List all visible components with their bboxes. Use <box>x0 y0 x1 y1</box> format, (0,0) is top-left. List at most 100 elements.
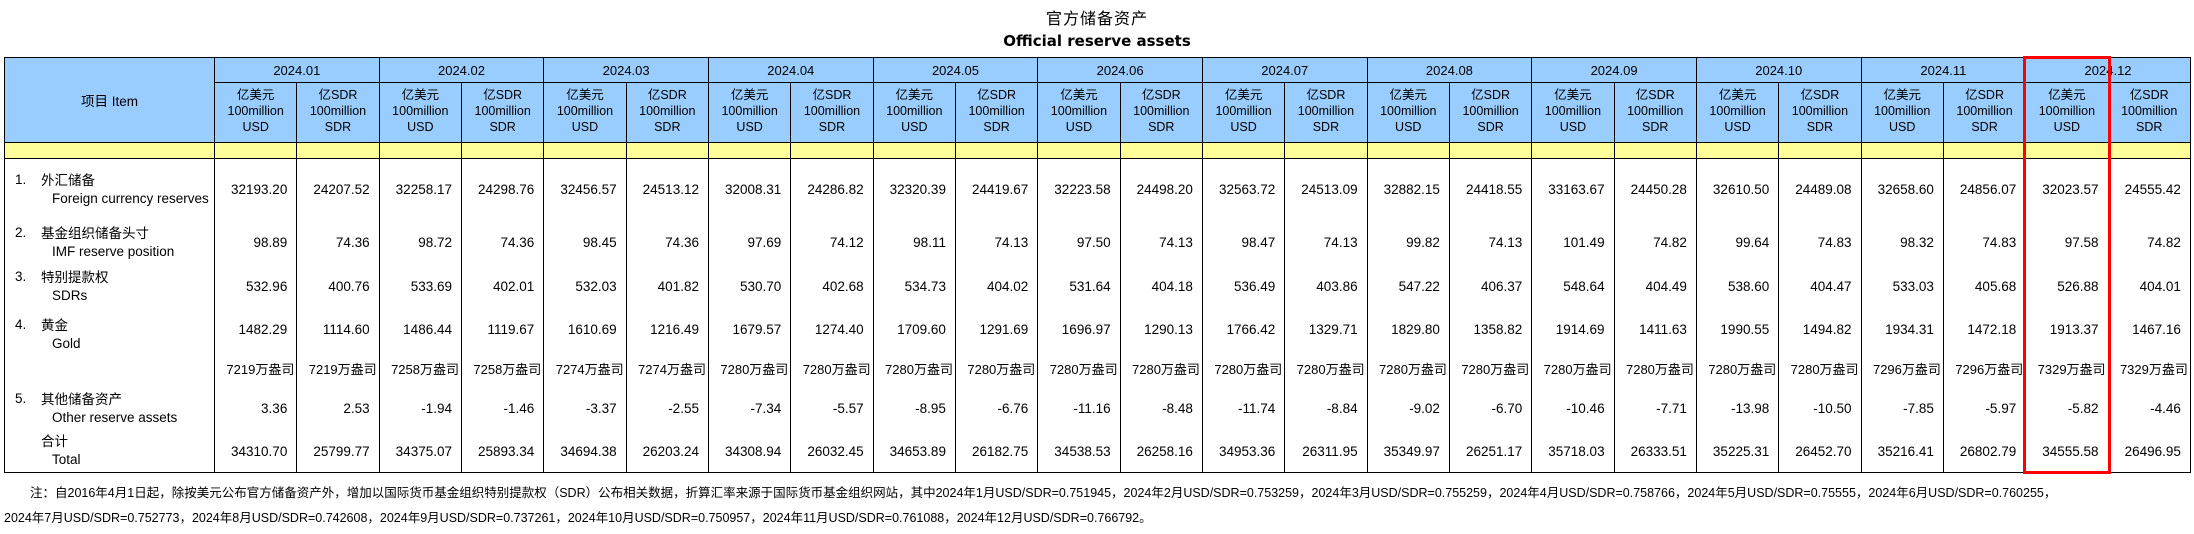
unit-cell-m11-usd: 亿美元 100million USD <box>1860 82 1944 143</box>
cell-gold-oz-m12-sdr: 7329万盎司 <box>2107 350 2191 387</box>
cell-imf-reserve-position-m3-sdr: 74.36 <box>625 220 709 265</box>
unit-cell-m7-usd: 亿美元 100million USD <box>1201 82 1286 143</box>
row-foreign-currency-reserves: 1. 外汇储备 Foreign currency reserves 32193.20 2… <box>4 158 2191 221</box>
cell-gold-oz-m6-usd: 7280万盎司 <box>1037 350 1121 387</box>
cell-total-m11-usd: 35216.41 <box>1860 430 1944 473</box>
cell-total-m11-sdr: 26802.79 <box>1942 430 2027 473</box>
cell-imf-reserve-position-m9-usd: 101.49 <box>1531 220 1615 265</box>
band-cell <box>2025 142 2109 159</box>
month-header-2024.10: 2024.10 <box>1695 57 1862 83</box>
cell-gold-m7-sdr: 1329.71 <box>1284 308 1368 351</box>
band-cell <box>378 142 462 159</box>
cell-sdrs-m7-sdr: 403.86 <box>1284 264 1368 309</box>
cell-imf-reserve-position-m5-sdr: 74.13 <box>954 220 1039 265</box>
cell-foreign-currency-reserves-m6-sdr: 24498.20 <box>1119 158 1203 221</box>
cell-other-reserve-assets-m3-sdr: -2.55 <box>625 386 709 431</box>
cell-sdrs-m5-usd: 534.73 <box>872 264 956 309</box>
cell-gold-m6-usd: 1696.97 <box>1037 308 1121 351</box>
cell-gold-m7-usd: 1766.42 <box>1201 308 1286 351</box>
cell-other-reserve-assets-m4-sdr: -5.57 <box>790 386 874 431</box>
cell-gold-m5-sdr: 1291.69 <box>954 308 1039 351</box>
unit-cell-m1-sdr: 亿SDR 100million SDR <box>296 82 380 143</box>
band-cell <box>543 142 627 159</box>
unit-header-row: 亿美元 100million USD 亿SDR 100million SDR 亿美元 100m… <box>5 82 2191 143</box>
cell-gold-oz-m10-usd: 7280万盎司 <box>1695 350 1780 387</box>
cell-gold-m11-usd: 1934.31 <box>1860 308 1944 351</box>
cell-gold-oz-m1-sdr: 7219万盎司 <box>296 350 380 387</box>
cell-sdrs-m9-sdr: 404.49 <box>1613 264 1697 309</box>
cell-gold-oz-m5-usd: 7280万盎司 <box>872 350 956 387</box>
cell-total-m3-sdr: 26203.24 <box>625 430 709 473</box>
cell-gold-oz-m3-usd: 7274万盎司 <box>543 350 627 387</box>
cell-sdrs-m6-usd: 531.64 <box>1037 264 1121 309</box>
cell-foreign-currency-reserves-m5-usd: 32320.39 <box>872 158 956 221</box>
row-label-zh: 黄金 <box>41 317 68 333</box>
cell-foreign-currency-reserves-m11-usd: 32658.60 <box>1860 158 1944 221</box>
cell-foreign-currency-reserves-m3-usd: 32456.57 <box>543 158 627 221</box>
cell-sdrs-m11-sdr: 405.68 <box>1942 264 2027 309</box>
unit-cell-m8-usd: 亿美元 100million USD <box>1366 82 1450 143</box>
cell-gold-oz-m12-usd: 7329万盎司 <box>2025 350 2109 387</box>
cell-gold-m3-usd: 1610.69 <box>543 308 627 351</box>
cell-imf-reserve-position-m6-sdr: 74.13 <box>1119 220 1203 265</box>
title-english: Official reserve assets <box>1003 32 1191 50</box>
cell-foreign-currency-reserves-m5-sdr: 24419.67 <box>954 158 1039 221</box>
cell-foreign-currency-reserves-m12-sdr: 24555.42 <box>2107 158 2191 221</box>
cell-gold-oz-m2-usd: 7258万盎司 <box>378 350 462 387</box>
cell-sdrs-m7-usd: 536.49 <box>1201 264 1286 309</box>
band-cell <box>872 142 956 159</box>
row-label-sdrs: 3. 特别提款权 SDRs <box>4 264 215 309</box>
cell-other-reserve-assets-m1-usd: 3.36 <box>213 386 298 431</box>
cell-gold-m12-usd: 1913.37 <box>2025 308 2109 351</box>
cell-gold-oz-m8-sdr: 7280万盎司 <box>1448 350 1533 387</box>
cell-total-m5-sdr: 26182.75 <box>954 430 1039 473</box>
cell-foreign-currency-reserves-m10-sdr: 24489.08 <box>1778 158 1862 221</box>
cell-total-m2-usd: 34375.07 <box>378 430 462 473</box>
row-gold-ounces: 7219万盎司 7219万盎司 7258万盎司 7258万盎司 7274万盎司 7274万… <box>5 350 2191 387</box>
cell-foreign-currency-reserves-m2-sdr: 24298.76 <box>460 158 545 221</box>
cell-foreign-currency-reserves-m4-usd: 32008.31 <box>707 158 792 221</box>
cell-other-reserve-assets-m5-sdr: -6.76 <box>954 386 1039 431</box>
row-number: 3. <box>15 268 27 284</box>
cell-gold-m10-usd: 1990.55 <box>1695 308 1780 351</box>
cell-other-reserve-assets-m2-usd: -1.94 <box>378 386 462 431</box>
band-cell <box>1201 142 1286 159</box>
spacer-band-row <box>4 142 2191 159</box>
cell-sdrs-m10-sdr: 404.47 <box>1778 264 1862 309</box>
cell-total-m12-usd: 34555.58 <box>2025 430 2109 473</box>
cell-foreign-currency-reserves-m1-usd: 32193.20 <box>213 158 298 221</box>
cell-foreign-currency-reserves-m8-usd: 32882.15 <box>1366 158 1450 221</box>
band-cell <box>2107 142 2191 159</box>
cell-total-m12-sdr: 26496.95 <box>2107 430 2191 473</box>
cell-foreign-currency-reserves-m7-usd: 32563.72 <box>1201 158 1286 221</box>
title-chinese: 官方储备资产 <box>1045 9 1148 28</box>
row-label-zh: 特别提款权 <box>41 269 109 285</box>
cell-imf-reserve-position-m7-sdr: 74.13 <box>1284 220 1368 265</box>
unit-cell-m10-usd: 亿美元 100million USD <box>1695 82 1780 143</box>
row-label-zh: 合计 <box>41 434 68 450</box>
cell-foreign-currency-reserves-m8-sdr: 24418.55 <box>1448 158 1533 221</box>
row-label-gold: 4. 黄金 Gold <box>4 308 215 387</box>
cell-imf-reserve-position-m5-usd: 98.11 <box>872 220 956 265</box>
row-number: 1. <box>15 171 27 187</box>
row-gold: 4. 黄金 Gold 1482.29 1114.60 1486.44 1119.67 1610… <box>4 308 2191 387</box>
cell-sdrs-m9-usd: 548.64 <box>1531 264 1615 309</box>
cell-foreign-currency-reserves-m9-usd: 33163.67 <box>1531 158 1615 221</box>
reserve-assets-table-wrap: 项目 Item 2024.01 2024.02 2024.03 2024.04 2024.… <box>4 56 2194 474</box>
cell-other-reserve-assets-m3-usd: -3.37 <box>543 386 627 431</box>
cell-imf-reserve-position-m2-sdr: 74.36 <box>460 220 545 265</box>
cell-imf-reserve-position-m12-sdr: 74.82 <box>2107 220 2191 265</box>
cell-foreign-currency-reserves-m3-sdr: 24513.12 <box>625 158 709 221</box>
cell-sdrs-m8-usd: 547.22 <box>1366 264 1450 309</box>
month-header-2024.01: 2024.01 <box>214 57 380 83</box>
cell-other-reserve-assets-m8-usd: -9.02 <box>1366 386 1450 431</box>
cell-sdrs-m2-usd: 533.69 <box>378 264 462 309</box>
cell-foreign-currency-reserves-m12-usd: 32023.57 <box>2025 158 2109 221</box>
cell-imf-reserve-position-m6-usd: 97.50 <box>1037 220 1121 265</box>
cell-total-m4-usd: 34308.94 <box>707 430 792 473</box>
cell-other-reserve-assets-m8-sdr: -6.70 <box>1448 386 1533 431</box>
cell-sdrs-m12-sdr: 404.01 <box>2107 264 2191 309</box>
row-label-foreign-currency-reserves: 1. 外汇储备 Foreign currency reserves <box>4 158 215 221</box>
cell-gold-oz-m11-sdr: 7296万盎司 <box>1942 350 2027 387</box>
